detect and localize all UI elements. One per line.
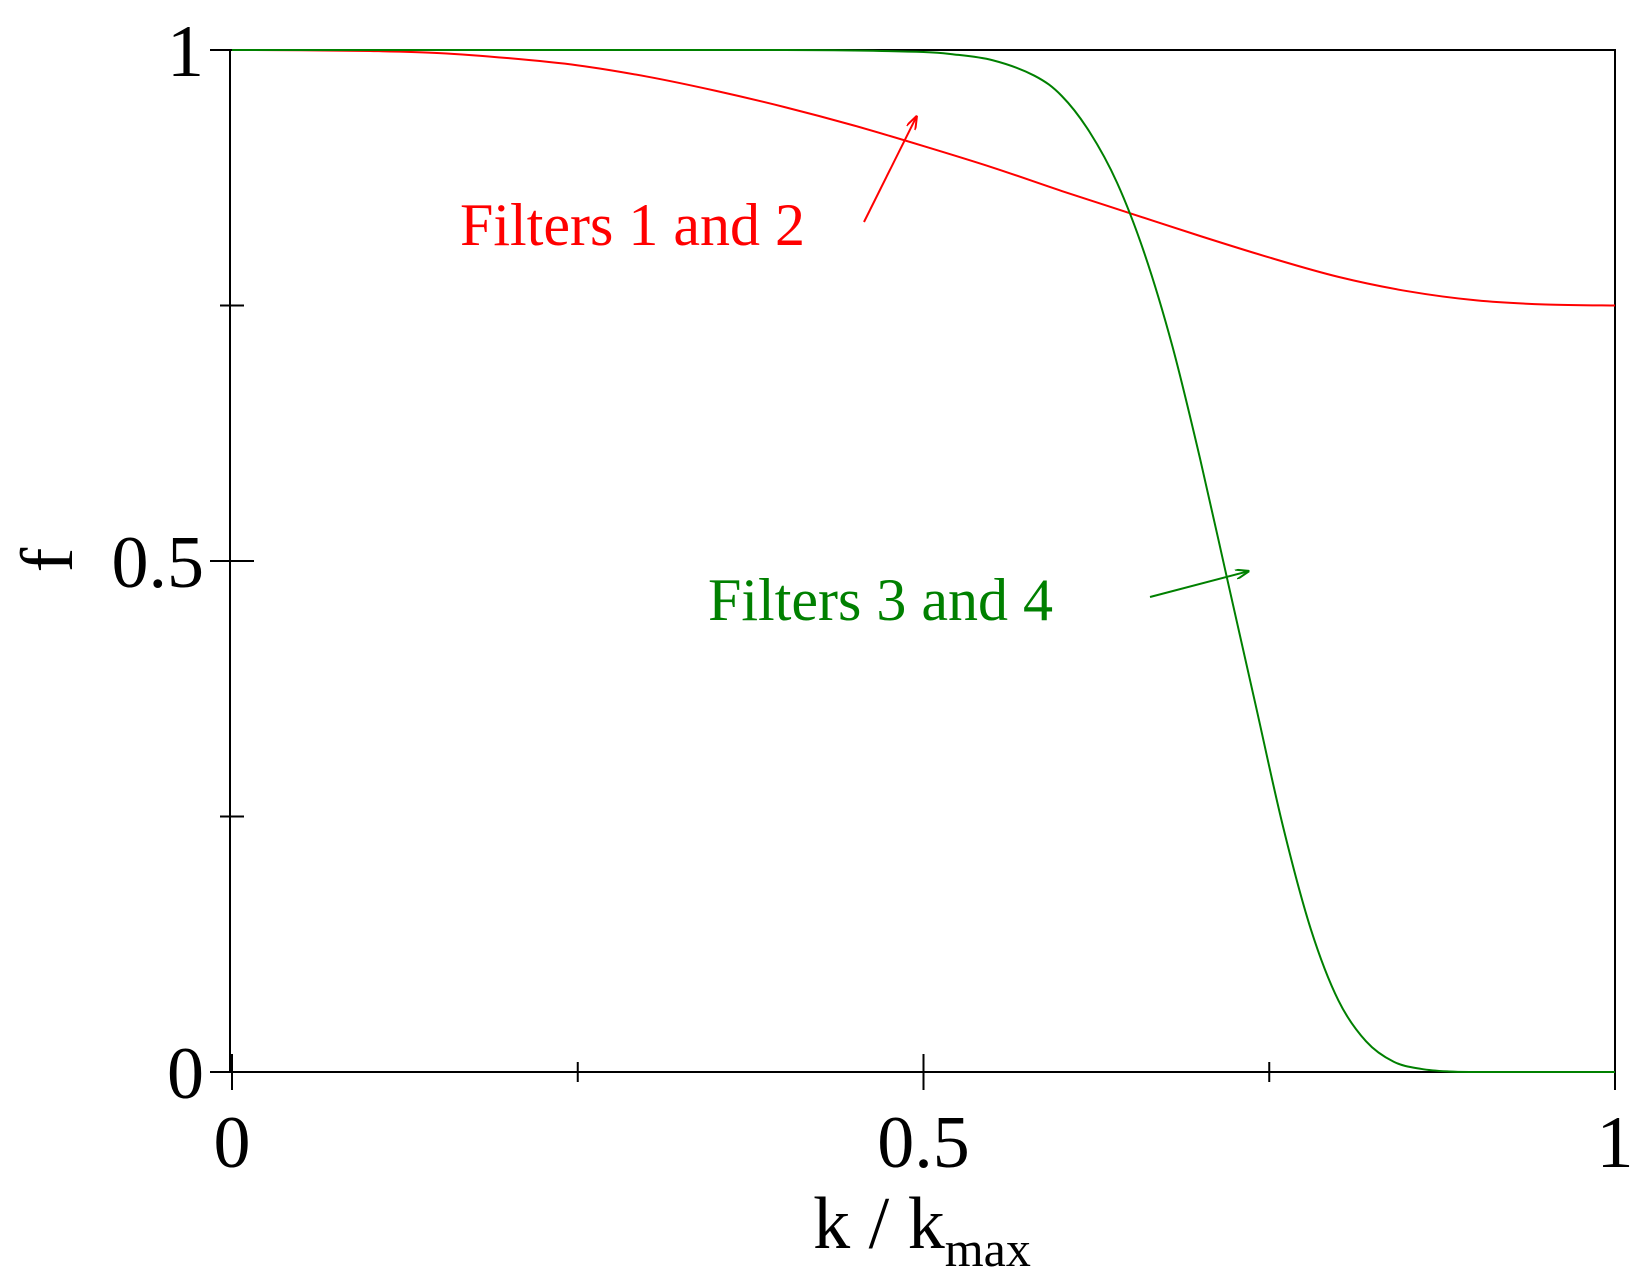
y-tick-label: 1 — [167, 11, 204, 93]
y-tick-label: 0.5 — [112, 522, 205, 604]
annotation-arrow-2 — [1149, 571, 1249, 598]
annotation-label-2: Filters 3 and 4 — [708, 567, 1053, 633]
annotation-label-1: Filters 1 and 2 — [460, 192, 805, 258]
x-tick-label: 0.5 — [877, 1102, 970, 1184]
series-lines — [231, 48, 1616, 1074]
x-tick-label: 1 — [1597, 1102, 1634, 1184]
y-tick-label: 0 — [167, 1033, 204, 1115]
annotations: Filters 1 and 2 Filters 3 and 4 — [460, 116, 1249, 633]
axis-ticks — [210, 49, 1616, 1090]
x-axis-label: k / kmax — [813, 1183, 1031, 1275]
annotation-arrow-1 — [863, 116, 917, 223]
y-axis-label: f — [7, 547, 89, 572]
x-tick-label: 0 — [214, 1102, 251, 1184]
plot-frame — [229, 49, 1616, 1073]
series-line-2 — [232, 48, 1615, 1074]
axis-tick-labels: 0 0.5 1 0 0.5 1 — [112, 11, 1634, 1184]
series-line-1 — [231, 49, 1616, 307]
